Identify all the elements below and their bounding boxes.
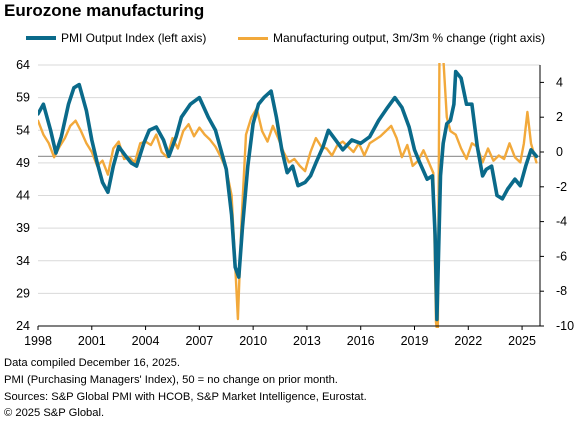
- right-tick-0: 0: [556, 145, 563, 159]
- series-line-output: [38, 63, 538, 328]
- x-tick-2013: 2013: [293, 334, 321, 348]
- series-lines: [38, 63, 539, 328]
- right-tick-4: 4: [556, 75, 563, 89]
- axes: [37, 65, 544, 330]
- x-tick-2010: 2010: [239, 334, 267, 348]
- x-tick-2004: 2004: [132, 334, 160, 348]
- x-tick-1998: 1998: [24, 334, 52, 348]
- chart-title: Eurozone manufacturing: [4, 1, 205, 20]
- left-tick-54: 54: [16, 123, 30, 137]
- left-tick-34: 34: [16, 254, 30, 268]
- left-tick-39: 39: [16, 221, 30, 235]
- left-tick-29: 29: [16, 286, 30, 300]
- right-tick--8: -8: [556, 284, 567, 298]
- right-tick--4: -4: [556, 215, 567, 229]
- note-sources: Sources: S&P Global PMI with HCOB, S&P M…: [4, 390, 367, 403]
- legend-item-output: Manufacturing output, 3m/3m % change (ri…: [238, 31, 545, 45]
- note-copyright: © 2025 S&P Global.: [4, 407, 105, 420]
- left-tick-64: 64: [16, 58, 30, 72]
- legend-label-output: Manufacturing output, 3m/3m % change (ri…: [273, 31, 546, 45]
- x-tick-2007: 2007: [185, 334, 213, 348]
- line-chart: 64 59 54 49 44 39 34 29 24 4 2 0 -2 -4 -6 -8 -10 1998 2001…: [16, 58, 574, 348]
- note-compiled: Data compiled December 16, 2025.: [4, 357, 180, 369]
- left-tick-49: 49: [16, 156, 30, 170]
- x-tick-2025: 2025: [508, 334, 536, 348]
- left-tick-24: 24: [16, 319, 30, 333]
- legend-swatch-output: [238, 36, 268, 40]
- right-tick--2: -2: [556, 180, 567, 194]
- x-tick-2001: 2001: [78, 334, 106, 348]
- right-tick--10: -10: [556, 319, 574, 333]
- left-tick-59: 59: [16, 91, 30, 105]
- series-line-pmi: [38, 69, 539, 322]
- right-tick-2: 2: [556, 110, 563, 124]
- x-tick-2022: 2022: [454, 334, 482, 348]
- legend-label-pmi: PMI Output Index (left axis): [61, 31, 207, 45]
- tick-labels: 64 59 54 49 44 39 34 29 24 4 2 0 -2 -4 -6 -8 -10 1998 2001…: [16, 58, 574, 348]
- note-pmi-definition: PMI (Purchasing Managers' Index), 50 = n…: [4, 373, 338, 386]
- footnotes: Data compiled December 16, 2025. PMI (Pu…: [4, 355, 367, 422]
- x-tick-2016: 2016: [347, 334, 375, 348]
- left-tick-44: 44: [16, 189, 30, 203]
- legend-item-pmi: PMI Output Index (left axis): [26, 31, 206, 45]
- legend-swatch-pmi: [26, 36, 56, 40]
- right-tick--6: -6: [556, 249, 567, 263]
- x-tick-2019: 2019: [401, 334, 429, 348]
